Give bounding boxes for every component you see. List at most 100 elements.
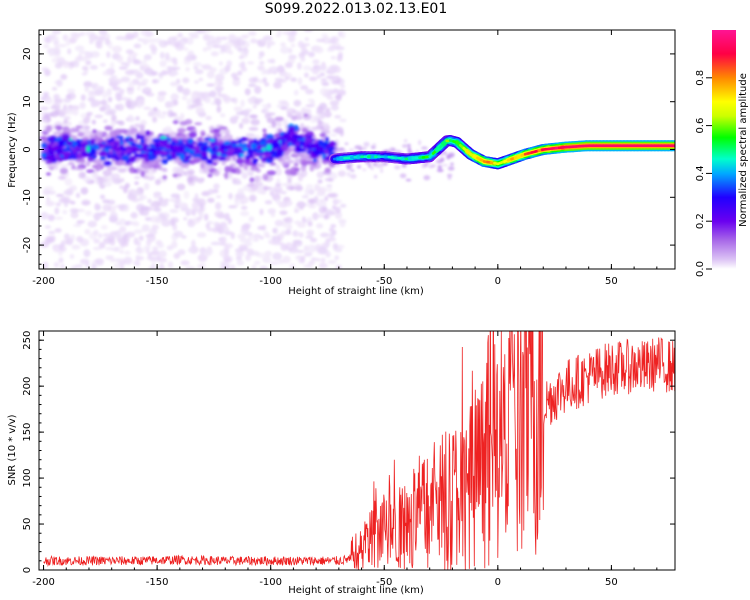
spectrogram-cell xyxy=(53,261,60,268)
spectrogram-cell xyxy=(120,177,125,183)
spectrogram-cell xyxy=(287,247,293,252)
spectrogram-cell xyxy=(242,147,248,152)
spectrogram-cell xyxy=(334,46,345,51)
spectrogram-cell xyxy=(202,141,209,146)
spectrogram-cell xyxy=(171,72,179,76)
spectrogram-cell xyxy=(203,213,209,221)
snr-x-tick-label: -200 xyxy=(32,577,55,588)
spectrogram-cell xyxy=(115,104,120,110)
spectrogram-cell xyxy=(254,99,261,106)
spectrogram-cell xyxy=(294,206,300,211)
spectrogram-cell xyxy=(109,154,118,159)
spectrogram-cell xyxy=(224,259,232,263)
spectrogram-cell xyxy=(175,135,183,140)
spectrogram-cell xyxy=(173,230,184,238)
spectrogram-cell xyxy=(116,258,127,262)
spectrogram-cell xyxy=(279,210,288,216)
spectrogram-cell xyxy=(292,249,299,253)
spectrogram-cell xyxy=(399,173,407,179)
snr-y-label: SNR (10 * v/v) xyxy=(7,414,18,485)
spectrogram-cell xyxy=(235,255,243,261)
spectrogram-cell xyxy=(124,138,130,142)
spectrogram-cell xyxy=(67,161,75,166)
spectrogram-cell xyxy=(133,59,141,64)
spectrogram-cell xyxy=(170,66,181,70)
spectrogram-cell xyxy=(293,89,299,96)
spectrogram-cell xyxy=(259,141,266,147)
spectrogram-cell xyxy=(135,153,144,158)
spectrogram-cell xyxy=(340,203,347,208)
spectrogram-cell xyxy=(45,200,55,207)
spectrogram-cell xyxy=(84,51,93,59)
spectrogram-cell xyxy=(215,202,222,210)
spectrogram-cell xyxy=(278,100,288,104)
spectrogram-cell xyxy=(330,133,337,137)
spectrogram-cell xyxy=(110,173,121,181)
spectrogram-cell xyxy=(290,30,297,37)
spectrogram-cell xyxy=(320,232,330,238)
spectrogram-cell xyxy=(171,240,178,249)
spectrogram-cell xyxy=(132,189,142,197)
spectrogram-cell xyxy=(233,106,243,112)
spectrogram-cell xyxy=(293,162,299,166)
spectrogram-cell xyxy=(119,88,125,94)
spectrogram-cell xyxy=(327,186,332,192)
spectrogram-cell xyxy=(328,45,337,51)
spectrogram-cell xyxy=(153,107,158,112)
spectrogram-cell xyxy=(299,205,304,211)
spectrogram-x-label: Height of straight line (km) xyxy=(288,286,424,297)
spectrogram-cell xyxy=(93,229,99,236)
spectrogram-cell xyxy=(120,62,129,66)
spectrogram-cell xyxy=(43,44,50,49)
spectrogram-cell xyxy=(441,163,449,167)
spectrogram-cell xyxy=(217,87,222,96)
spectrogram-cell xyxy=(308,188,315,195)
spectrogram-cell xyxy=(363,141,370,147)
spectrogram-cell xyxy=(99,150,107,157)
spectrogram-cell xyxy=(49,135,54,141)
spectrogram-cell xyxy=(229,169,237,174)
spectrogram-cell xyxy=(65,188,74,196)
spectrogram-cell xyxy=(187,169,195,175)
spectrogram-cell xyxy=(49,141,55,145)
spectrogram-cell xyxy=(57,122,67,127)
spectrogram-cell xyxy=(271,120,277,128)
spectrogram-cell xyxy=(294,167,300,172)
spectrogram-cell xyxy=(74,62,80,68)
spectrogram-cell xyxy=(261,68,266,75)
spectrogram-cell xyxy=(196,137,203,142)
spectrogram-cell xyxy=(97,261,104,266)
spectrogram-cell xyxy=(257,225,266,230)
spectrogram-cell xyxy=(272,185,283,193)
spectrogram-cell xyxy=(135,133,141,140)
spectrogram-cell xyxy=(62,147,70,153)
spectrogram-cell xyxy=(76,220,85,224)
spectrogram-cell xyxy=(139,124,145,131)
spectrogram-cell xyxy=(118,66,128,70)
spectrogram-cell xyxy=(114,159,124,166)
spectrogram-cell xyxy=(252,158,258,165)
spectrogram-cell xyxy=(443,152,448,156)
spectrogram-cell xyxy=(307,98,313,103)
spectrogram-cell xyxy=(316,214,325,218)
spectrogram-cell xyxy=(61,134,71,141)
spectrogram-cell xyxy=(170,93,179,101)
spectrogram-cell xyxy=(203,144,209,149)
spectrogram-cell xyxy=(49,36,59,42)
spectrogram-cell xyxy=(98,176,103,185)
spectrogram-cell xyxy=(110,61,115,70)
spectrogram-cell xyxy=(338,31,343,37)
spectrogram-x-tick-label: -200 xyxy=(32,276,55,287)
spectrogram-cell xyxy=(121,155,130,161)
spectrogram-cell xyxy=(89,134,96,138)
spectrogram-cell xyxy=(46,155,54,160)
spectrogram-cell xyxy=(159,135,167,140)
spectrogram-cell xyxy=(60,196,71,203)
spectrogram-cell xyxy=(394,165,401,170)
spectrogram-cell xyxy=(180,112,185,121)
snr-x-label: Height of straight line (km) xyxy=(288,585,424,596)
colorbar-tick-label: 0.0 xyxy=(695,261,706,277)
spectrogram-cell xyxy=(307,221,313,227)
spectrogram-cell xyxy=(102,169,113,176)
